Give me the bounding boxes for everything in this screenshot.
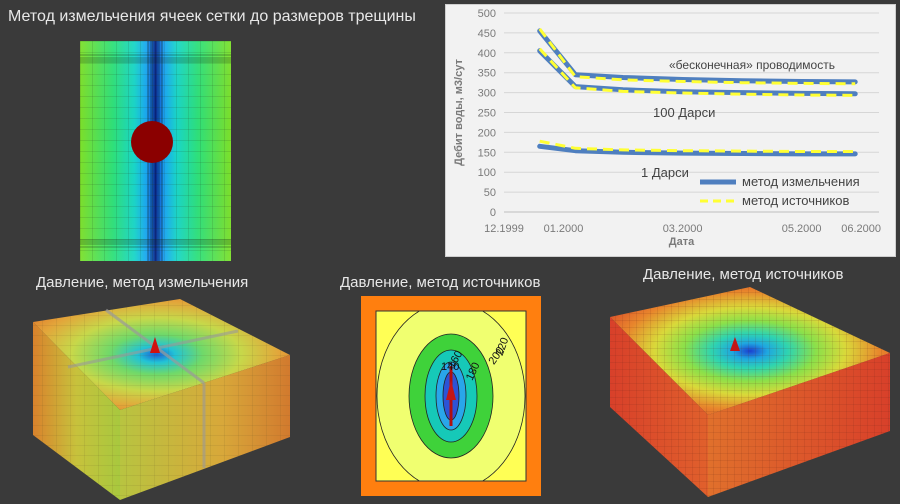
y-tick-label-500: 500	[478, 8, 496, 20]
legend-label-source: метод источников	[742, 193, 849, 208]
y-tick-label-200: 200	[478, 127, 496, 139]
series-line-4	[537, 143, 858, 157]
grid-refinement-image	[80, 41, 231, 261]
y-tick-label-400: 400	[478, 48, 496, 60]
rate-chart: 0 50 100 150 200 250 300 350 400 450 500 12.1999 01.…	[453, 8, 881, 248]
pressure-source-2d-caption: Давление, метод источников	[340, 274, 541, 291]
y-tick-label-350: 350	[478, 68, 496, 80]
y-tick-label-450: 450	[478, 28, 496, 40]
rate-chart-panel: 0 50 100 150 200 250 300 350 400 450 500 12.1999 01.…	[445, 4, 896, 257]
annotation-1-darcy: 1 Дарси	[641, 165, 689, 180]
y-tick-label-100: 100	[478, 167, 496, 179]
y-tick-label-0: 0	[490, 207, 496, 219]
pressure-refine-3d-image	[33, 299, 290, 500]
grid-title: Метод измельчения ячеек сетки до размеро…	[8, 8, 416, 25]
x-tick-label-0: 12.1999	[484, 223, 524, 235]
y-tick-label-150: 150	[478, 147, 496, 159]
pressure-source-3d-caption: Давление, метод источников	[643, 266, 844, 283]
series-line-5	[539, 139, 856, 153]
x-tick-label-1: 01.2000	[544, 223, 584, 235]
well-marker-contour	[446, 380, 456, 400]
x-tick-label-2: 03.2000	[663, 223, 703, 235]
pressure-contour-image: 140 160 180 200 220	[361, 296, 541, 496]
y-axis-label: Дебит воды, м3/сут	[453, 59, 465, 166]
series-line-1	[538, 28, 856, 86]
x-tick-label-4: 06.2000	[841, 223, 881, 235]
series-line-3	[538, 47, 856, 97]
pressure-source-3d-image	[610, 287, 890, 497]
x-tick-label-3: 05.2000	[782, 223, 822, 235]
annotation-100-darcy: 100 Дарси	[653, 105, 715, 120]
pressure-refine-caption: Давление, метод измельчения	[36, 274, 249, 291]
y-tick-label-300: 300	[478, 88, 496, 100]
contour-label-220: 220	[494, 336, 512, 357]
annotation-infinite: «бесконечная» проводимость	[669, 58, 835, 72]
legend-label-refine: метод измельчения	[742, 174, 860, 189]
well-marker-source-3d	[730, 337, 740, 351]
well-marker	[131, 121, 173, 163]
contour-label-140: 140	[441, 361, 459, 373]
well-marker-refine	[150, 337, 160, 353]
series-line-0	[537, 28, 858, 85]
x-axis-label: Дата	[669, 236, 695, 248]
y-tick-label-250: 250	[478, 108, 496, 120]
y-tick-label-50: 50	[484, 187, 496, 199]
